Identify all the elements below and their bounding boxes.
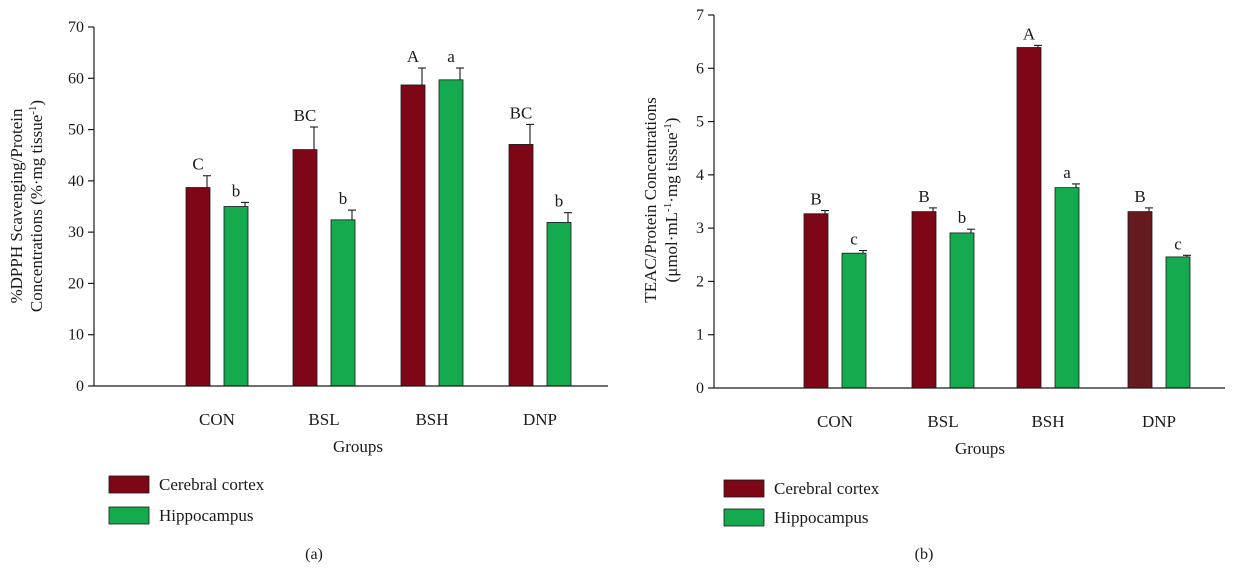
y-tick-label: 5 (696, 114, 704, 131)
y-tick-label: 2 (696, 273, 704, 290)
y-axis-title-b-part2: ·mg tissue (662, 132, 681, 202)
y-tick-label: 40 (68, 173, 84, 190)
y-tick-label: 10 (68, 327, 84, 344)
bar-cerebral (292, 149, 318, 387)
significance-label: b (232, 181, 241, 200)
significance-label: b (555, 192, 564, 211)
y-tick-label: 30 (68, 224, 84, 241)
y-axis-title-b-line1: TEAC/Protein Concentrations (641, 97, 660, 302)
legend-a: Cerebral cortex Hippocampus (108, 475, 265, 525)
x-tick-labels-a: CON BSL BSH DNP (199, 410, 557, 429)
significance-label: BC (294, 106, 317, 125)
legend-label-hippocampus-b: Hippocampus (774, 508, 868, 527)
bars-a: C BC A BC b b a b (185, 47, 572, 387)
x-tick-label: BSH (1031, 412, 1064, 431)
x-tick-label: BSL (927, 412, 958, 431)
bar-cerebral (185, 187, 211, 387)
y-tick-label: 0 (76, 378, 84, 395)
y-axis-title-a-line1: %DPPH Scavenging/Protein (7, 108, 26, 304)
significance-label: b (958, 208, 967, 227)
bar-cerebral (911, 211, 937, 389)
y-axis-title-b-end: ) (662, 118, 681, 124)
significance-label: A (407, 47, 420, 66)
y-tick-label: 70 (68, 19, 84, 36)
y-axis-title-a-sup: -1 (27, 106, 39, 115)
legend-swatch-cerebral-a (108, 475, 150, 494)
significance-label: B (810, 190, 821, 209)
legend-swatch-hippocampus-a (108, 506, 150, 525)
y-tick-label: 7 (696, 7, 704, 24)
y-axis-title-a-end: ) (27, 100, 46, 106)
x-tick-label: DNP (1142, 412, 1176, 431)
y-axis-title-a-line2: Concentrations (%·mg tissue-1) (27, 100, 46, 312)
legend-label-hippocampus-a: Hippocampus (159, 506, 253, 525)
bar-cerebral (508, 144, 534, 387)
bar-hippocampus (841, 252, 867, 389)
y-tick-label: 60 (68, 70, 84, 87)
legend-swatch-cerebral-b (723, 479, 765, 498)
x-tick-label: CON (199, 410, 235, 429)
x-tick-label: BSH (415, 410, 448, 429)
significance-label: B (1134, 187, 1145, 206)
significance-label: c (850, 230, 858, 249)
x-tick-label: DNP (523, 410, 557, 429)
legend-label-cerebral-b: Cerebral cortex (774, 479, 880, 498)
bar-hippocampus (1054, 187, 1080, 389)
y-tick-label: 20 (68, 275, 84, 292)
significance-label: B (918, 187, 929, 206)
x-tick-labels-b: CON BSL BSH DNP (817, 412, 1176, 431)
y-axis-title-b-sup2: -1 (662, 123, 674, 132)
y-tick-label: 4 (696, 167, 704, 184)
significance-label: b (339, 189, 348, 208)
significance-label: BC (510, 103, 533, 122)
bar-cerebral (1127, 211, 1153, 389)
significance-label: C (192, 155, 203, 174)
bar-hippocampus (330, 219, 356, 387)
legend-swatch-hippocampus-b (723, 508, 765, 527)
x-axis-title-a: Groups (333, 437, 383, 456)
legend-b: Cerebral cortex Hippocampus (723, 479, 880, 527)
x-tick-label: BSL (308, 410, 339, 429)
y-tick-label: 3 (696, 220, 704, 237)
bar-cerebral (803, 213, 829, 389)
bar-cerebral (400, 84, 426, 387)
bar-hippocampus (438, 79, 464, 387)
y-axis-title-b-sup1: -1 (662, 203, 674, 212)
bar-hippocampus (1165, 256, 1191, 389)
chart-panel-b: 0 1 2 3 4 5 6 7 B B A Bc b a c CON BSL BSH DNP Groups TE… (641, 7, 1225, 563)
y-axis-title-a-part: Concentrations (%·mg tissue (27, 115, 46, 312)
bar-hippocampus (223, 206, 249, 387)
y-axis-title-b-part1: (μmol·mL (662, 212, 681, 283)
significance-label: A (1023, 24, 1036, 43)
y-tick-label: 6 (696, 60, 704, 77)
y-tick-label: 0 (696, 380, 704, 397)
x-axis-title-b: Groups (955, 439, 1005, 458)
panel-label-a: (a) (305, 546, 323, 563)
y-axis-ticks-b: 0 1 2 3 4 5 6 7 (696, 7, 714, 397)
bar-cerebral (1016, 47, 1042, 389)
legend-label-cerebral-a: Cerebral cortex (159, 475, 265, 494)
significance-label: a (1063, 163, 1071, 182)
y-axis-ticks-a: 0 10 20 30 40 50 60 70 (68, 19, 94, 395)
significance-label: c (1174, 234, 1182, 253)
bar-hippocampus (949, 232, 975, 389)
significance-label: a (447, 47, 455, 66)
bars-b: B B A Bc b a c (803, 24, 1191, 389)
bar-hippocampus (546, 221, 572, 387)
panel-label-b: (b) (915, 546, 934, 563)
y-tick-label: 1 (696, 327, 704, 344)
x-tick-label: CON (817, 412, 853, 431)
y-axis-title-b-line2: (μmol·mL-1·mg tissue-1) (662, 118, 681, 283)
y-tick-label: 50 (68, 122, 84, 139)
